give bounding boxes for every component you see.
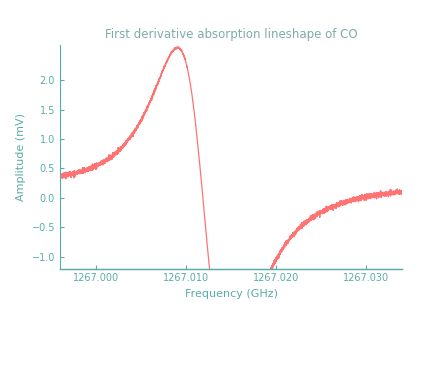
- X-axis label: Frequency (GHz): Frequency (GHz): [184, 289, 278, 299]
- Title: First derivative absorption lineshape of CO: First derivative absorption lineshape of…: [105, 28, 357, 41]
- Y-axis label: Amplitude (mV): Amplitude (mV): [16, 113, 26, 201]
